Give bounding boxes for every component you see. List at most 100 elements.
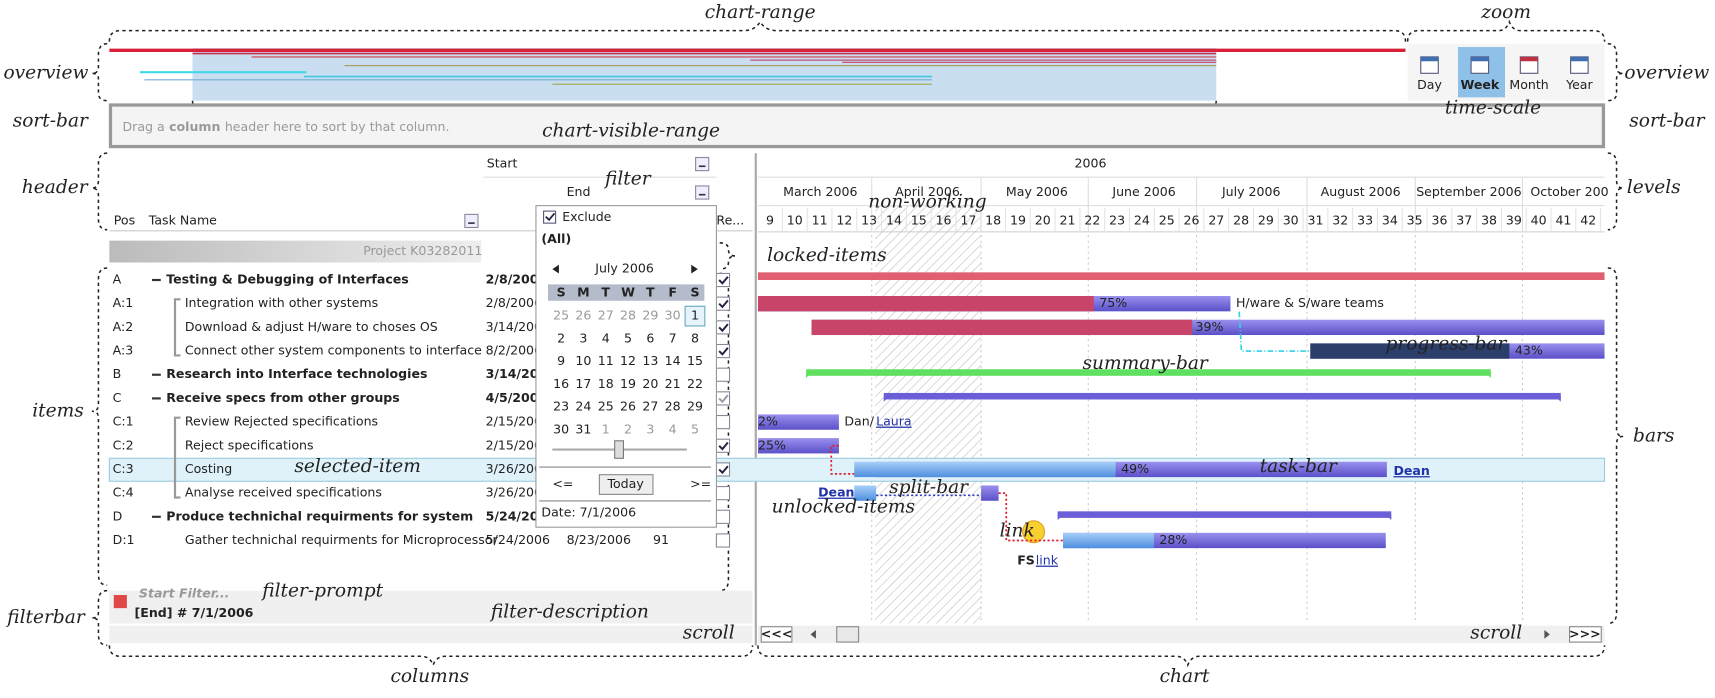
day[interactable]: 27 [642, 399, 658, 414]
day[interactable]: 19 [620, 376, 636, 391]
day[interactable]: 18 [598, 376, 614, 391]
day[interactable]: 4 [602, 330, 610, 345]
arrow [810, 630, 816, 639]
row-start: 3/14/2006 [486, 319, 550, 334]
day[interactable]: 26 [620, 399, 636, 414]
level-month: April 2006 [895, 184, 960, 199]
checkbox[interactable] [543, 210, 557, 224]
checkbox[interactable] [715, 296, 731, 311]
zoom-button[interactable]: Month [1509, 77, 1548, 92]
checkbox[interactable] [715, 486, 731, 501]
day[interactable]: 22 [687, 376, 703, 391]
day[interactable]: 24 [575, 399, 591, 414]
checkbox[interactable] [715, 533, 731, 548]
day[interactable]: 1 [691, 308, 699, 323]
day[interactable]: 25 [598, 399, 614, 414]
day[interactable]: 13 [642, 353, 658, 368]
checkbox[interactable] [715, 462, 731, 477]
next-month[interactable] [691, 264, 698, 274]
highlight [1022, 520, 1046, 544]
day[interactable]: 31 [575, 421, 591, 436]
row-pos: B [113, 366, 122, 381]
day[interactable]: 3 [579, 330, 587, 345]
resource-link[interactable]: Dean [1393, 463, 1429, 478]
checkbox[interactable] [715, 320, 731, 335]
day[interactable]: 26 [575, 308, 591, 323]
day[interactable]: 15 [687, 353, 703, 368]
bar-label: 75% [1099, 295, 1127, 310]
annotation: chart [1160, 666, 1210, 687]
level-week: 39 [1506, 212, 1522, 227]
row-pos: A:3 [113, 343, 134, 358]
day[interactable]: 25 [553, 308, 569, 323]
annotation: summary-bar [1083, 353, 1209, 374]
weekday: S [557, 285, 566, 300]
resource-link[interactable]: Dean [818, 485, 854, 500]
checkbox[interactable] [715, 343, 731, 359]
checkbox[interactable] [715, 391, 731, 406]
filter-button[interactable] [464, 213, 479, 229]
check [545, 212, 556, 222]
day[interactable]: 27 [598, 308, 614, 323]
annotation: locked-items [767, 245, 887, 266]
day[interactable]: 10 [575, 353, 591, 368]
annotation: split-bar [889, 477, 969, 498]
day[interactable]: 11 [598, 353, 614, 368]
day[interactable]: 17 [575, 376, 591, 391]
checkbox[interactable] [715, 438, 731, 453]
scroll-button[interactable] [1568, 626, 1602, 643]
day[interactable]: 2 [624, 421, 632, 436]
resource-link[interactable]: link [1036, 553, 1059, 568]
zoom-button[interactable]: Week [1460, 77, 1499, 92]
checkbox[interactable] [715, 414, 731, 430]
row-pos: C [113, 390, 122, 405]
day[interactable]: 21 [665, 376, 681, 391]
day[interactable]: 8 [691, 330, 699, 345]
row-name: Gather technichal requirments for Microp… [185, 532, 499, 547]
slider-thumb[interactable] [614, 440, 624, 459]
row-pos: D:1 [113, 532, 135, 547]
day[interactable]: 29 [642, 308, 658, 323]
scroll-thumb[interactable] [836, 626, 860, 643]
filter-button[interactable] [695, 185, 710, 200]
day[interactable]: 5 [624, 330, 632, 345]
day[interactable]: 29 [687, 399, 703, 414]
prev-month[interactable] [552, 264, 559, 274]
day[interactable]: 30 [665, 308, 681, 323]
prev-button[interactable]: <= [552, 476, 573, 491]
checkbox[interactable] [715, 272, 731, 288]
day[interactable]: 1 [602, 421, 610, 436]
checkbox[interactable] [715, 509, 731, 524]
scroll-button[interactable] [760, 626, 793, 643]
day[interactable]: 7 [669, 330, 677, 345]
day[interactable]: 28 [665, 399, 681, 414]
filter-close[interactable] [113, 595, 127, 609]
level-week: 11 [812, 212, 828, 227]
row-name: Review Rejected specifications [185, 414, 378, 429]
tree-line [173, 298, 181, 357]
day[interactable]: 2 [557, 330, 565, 345]
day[interactable]: 12 [620, 353, 636, 368]
day[interactable]: 5 [691, 421, 699, 436]
filter-button[interactable] [695, 156, 710, 172]
sort-prompt-part: header here to sort by that column. [225, 118, 450, 133]
day[interactable]: 4 [669, 421, 677, 436]
day[interactable]: 3 [646, 421, 654, 436]
resource-link[interactable]: Laura [876, 414, 912, 429]
level-week: 32 [1332, 212, 1348, 227]
today-button[interactable] [598, 474, 654, 495]
day[interactable]: 6 [646, 330, 654, 345]
checkbox[interactable] [715, 367, 731, 382]
day[interactable]: 30 [553, 421, 569, 436]
day[interactable]: 16 [553, 376, 569, 391]
day[interactable]: 20 [642, 376, 658, 391]
row-name: Download & adjust H/ware to choses OS [185, 319, 438, 334]
zoom-button[interactable]: Day [1417, 77, 1442, 92]
zoom-button[interactable]: Year [1565, 77, 1593, 92]
day[interactable]: 28 [620, 308, 636, 323]
next-button[interactable]: >= [690, 476, 711, 491]
day[interactable]: 23 [553, 399, 569, 414]
day[interactable]: 14 [665, 353, 681, 368]
level-week: 38 [1481, 212, 1497, 227]
day[interactable]: 9 [557, 353, 565, 368]
